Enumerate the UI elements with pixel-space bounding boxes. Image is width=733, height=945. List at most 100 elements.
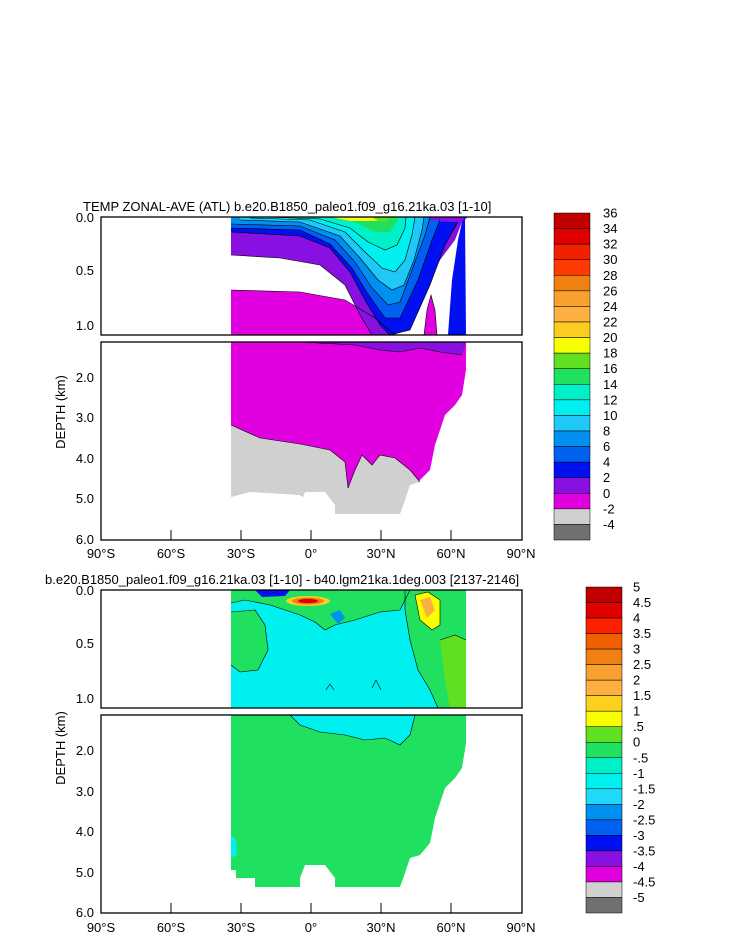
colorbar-label: 3 bbox=[633, 642, 640, 657]
colorbar-label: 32 bbox=[603, 237, 617, 252]
colorbar-swatch bbox=[553, 243, 591, 260]
colorbar-swatch bbox=[553, 352, 591, 369]
y-tick-label: 0.0 bbox=[76, 583, 94, 598]
colorbar-swatch bbox=[585, 679, 623, 696]
x-tick-label: 0° bbox=[305, 920, 317, 935]
colorbar-label: 2 bbox=[603, 470, 610, 485]
colorbar-label: 14 bbox=[603, 377, 617, 392]
y-tick-label: 1.0 bbox=[76, 318, 94, 333]
contour-neg05-0-deep bbox=[290, 715, 415, 745]
colorbar-swatch bbox=[585, 866, 623, 883]
y-tick-label: 4.0 bbox=[76, 451, 94, 466]
contour-warm-core bbox=[298, 598, 318, 604]
colorbar-label: 10 bbox=[603, 408, 617, 423]
colorbar-swatch bbox=[553, 508, 591, 525]
colorbar-swatch bbox=[585, 726, 623, 743]
colorbar-swatch bbox=[585, 788, 623, 805]
contour-2-4 bbox=[231, 290, 395, 335]
colorbar-swatch bbox=[585, 881, 623, 898]
colorbar-label: -2 bbox=[603, 501, 615, 516]
colorbar-label: -5 bbox=[633, 890, 645, 905]
contour-line bbox=[230, 424, 421, 489]
x-tick-label: 30°S bbox=[227, 546, 256, 561]
contour-0-05 bbox=[231, 610, 268, 672]
y-tick-label: 0.5 bbox=[76, 263, 94, 278]
colorbar-swatch bbox=[553, 275, 591, 292]
colorbar-label: -4 bbox=[633, 859, 645, 874]
contour-neg-15 bbox=[330, 610, 345, 624]
x-tick-label: 30°N bbox=[366, 920, 395, 935]
colorbar-label: 8 bbox=[603, 424, 610, 439]
colorbar-label: 18 bbox=[603, 346, 617, 361]
colorbar-label: -4.5 bbox=[633, 874, 655, 889]
chart-title: b.e20.B1850_paleo1.f09_g16.21ka.03 [1-10… bbox=[45, 572, 519, 587]
y-tick-label: 0.5 bbox=[76, 636, 94, 651]
plot-frame-upper bbox=[100, 589, 523, 709]
contour-line bbox=[299, 342, 463, 356]
colorbar-swatch bbox=[553, 321, 591, 338]
x-tick-label: 60°N bbox=[436, 546, 465, 561]
x-tick-label: 60°S bbox=[157, 920, 186, 935]
colorbar-label: 36 bbox=[603, 206, 617, 221]
colorbar-label: 30 bbox=[603, 252, 617, 267]
colorbar-swatch bbox=[553, 290, 591, 307]
colorbar-label: 16 bbox=[603, 361, 617, 376]
contour-4-6-deep bbox=[300, 342, 466, 355]
y-tick-label: 6.0 bbox=[76, 532, 94, 547]
colorbar-swatch bbox=[553, 337, 591, 354]
contour-line bbox=[414, 591, 441, 631]
contour-field-upper bbox=[230, 217, 468, 335]
contour-line bbox=[325, 679, 382, 691]
colorbar-swatch bbox=[553, 306, 591, 323]
colorbar-label: 1 bbox=[633, 704, 640, 719]
colorbar-swatch bbox=[553, 477, 591, 494]
colorbar-label: 0 bbox=[603, 486, 610, 501]
colorbar-swatch bbox=[553, 524, 591, 541]
land-mask-south bbox=[101, 715, 231, 913]
contour-line bbox=[439, 634, 467, 641]
contour-15-2 bbox=[420, 597, 435, 618]
contour-line bbox=[249, 217, 416, 273]
colorbar-swatch bbox=[553, 212, 591, 229]
y-axis-label: DEPTH (km) bbox=[53, 711, 68, 785]
x-axis: 90°S 60°S 30°S 0° 30°N 60°N 90°N bbox=[87, 920, 536, 935]
contour-neg05-0-deep bbox=[231, 835, 237, 858]
colorbar-label: 34 bbox=[603, 221, 617, 236]
chart-title: TEMP ZONAL-AVE (ATL) b.e20.B1850_paleo1.… bbox=[83, 199, 491, 214]
colorbar-swatch bbox=[585, 617, 623, 634]
contour-intrusion bbox=[424, 295, 437, 335]
x-tick-label: 90°S bbox=[87, 546, 116, 561]
contour-line bbox=[423, 293, 438, 335]
contour-field-lower bbox=[101, 342, 522, 540]
colorbar-label: 6 bbox=[603, 439, 610, 454]
colorbar-label: -.5 bbox=[633, 750, 648, 765]
x-tick-label: 60°S bbox=[157, 546, 186, 561]
contour-line bbox=[230, 289, 396, 335]
colorbar-label: 4 bbox=[633, 611, 640, 626]
colorbar-label: -3 bbox=[633, 828, 645, 843]
colorbar-swatch bbox=[553, 228, 591, 245]
colorbar-label: 4.5 bbox=[633, 595, 651, 610]
contour-05-1 bbox=[440, 635, 466, 708]
colorbar-swatch bbox=[553, 430, 591, 447]
colorbar-swatch bbox=[585, 664, 623, 681]
contour-line bbox=[230, 590, 411, 631]
contour-line bbox=[230, 219, 441, 319]
y-tick-label: 2.0 bbox=[76, 370, 94, 385]
panel-temperature: TEMP ZONAL-AVE (ATL) b.e20.B1850_paleo1.… bbox=[53, 199, 617, 561]
colorbar-label: -2.5 bbox=[633, 812, 655, 827]
colorbar-swatch bbox=[585, 695, 623, 712]
y-tick-label: 1.0 bbox=[76, 691, 94, 706]
contour-0-05 bbox=[231, 590, 410, 630]
colorbar-label: -3.5 bbox=[633, 843, 655, 858]
contour-neg-anomaly bbox=[255, 590, 290, 597]
colorbar-swatch bbox=[585, 586, 623, 603]
colorbar-swatch bbox=[585, 602, 623, 619]
colorbar-label: 2.5 bbox=[633, 657, 651, 672]
land-mask-south bbox=[101, 342, 231, 540]
y-tick-label: 5.0 bbox=[76, 865, 94, 880]
colorbar-label: 12 bbox=[603, 392, 617, 407]
y-tick-label: 6.0 bbox=[76, 905, 94, 920]
colorbar: 54.543.532.521.51.50-.5-1-1.5-2-2.5-3-3.… bbox=[585, 580, 655, 914]
